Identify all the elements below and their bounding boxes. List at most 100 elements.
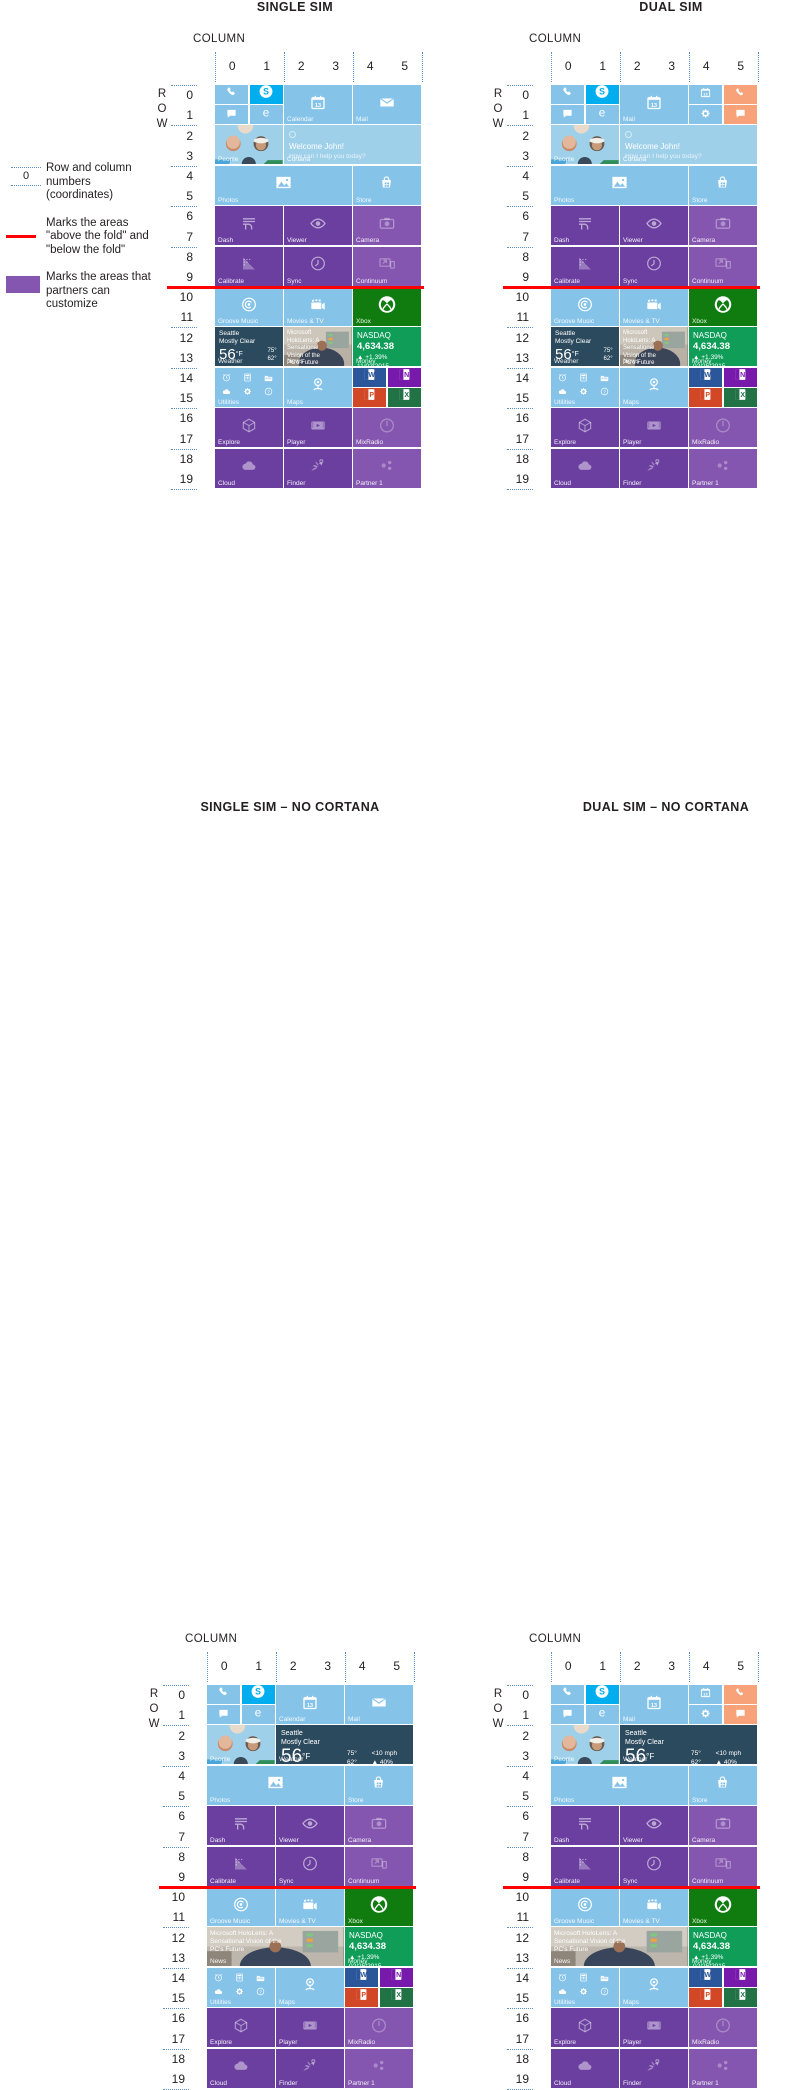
tile-cortana[interactable]: Welcome John! How can I help you today? … (620, 125, 757, 165)
tile-viewer[interactable]: Viewer (276, 1806, 344, 1846)
tile-people[interactable]: People (551, 125, 619, 165)
tile-store[interactable]: Store (689, 165, 757, 205)
tile-excel[interactable]: X (387, 388, 421, 407)
tile-excel[interactable]: X (379, 1988, 413, 2007)
tile-money[interactable]: NASDAQ 4,634.38 ▲ +1.39% 02/25/2015 Mone… (689, 1927, 757, 1967)
tile-news[interactable]: Microsoft HoloLens: A Sensational Vision… (620, 327, 688, 367)
tile-money[interactable]: NASDAQ 4,634.38 ▲ +1.39% 02/25/2015 Mone… (689, 327, 757, 367)
tile-news[interactable]: Microsoft HoloLens: A Sensational Vision… (551, 1927, 688, 1967)
tile-explore[interactable]: Explore (215, 408, 283, 448)
tile-word[interactable]: W (689, 367, 723, 387)
tile-money[interactable]: NASDAQ 4,634.38 ▲ +1.39% 02/25/2015 Mone… (345, 1927, 413, 1967)
tile-movies[interactable]: Movies & TV (276, 1887, 344, 1926)
tile-people[interactable]: People (551, 1725, 619, 1765)
tile-mixradio[interactable]: MixRadio (353, 408, 421, 448)
tile-utilities[interactable]: ? Utilities (551, 1967, 619, 2007)
tile-people[interactable]: People (215, 125, 283, 165)
tile-partner[interactable]: Partner 1 (345, 2048, 413, 2088)
tile-partner[interactable]: Partner 1 (689, 448, 757, 488)
tile-settings[interactable] (689, 1705, 723, 1724)
tile-edge[interactable]: e (249, 105, 283, 124)
tile-sync[interactable]: Sync (276, 1846, 344, 1886)
tile-xbox[interactable]: Xbox (353, 287, 421, 326)
tile-sync[interactable]: Sync (620, 1846, 688, 1886)
tile-partner[interactable]: Partner 1 (353, 448, 421, 488)
tile-mail[interactable]: Mail (345, 1685, 413, 1724)
tile-store[interactable]: Store (689, 1765, 757, 1805)
tile-phone[interactable] (215, 85, 249, 104)
tile-photos[interactable]: Photos (551, 165, 688, 205)
tile-store[interactable]: Store (353, 165, 421, 205)
tile-word[interactable]: W (353, 367, 387, 387)
tile-viewer[interactable]: Viewer (284, 206, 352, 246)
tile-sync[interactable]: Sync (284, 246, 352, 286)
tile-phone-2[interactable] (723, 1685, 757, 1704)
tile-mixradio[interactable]: MixRadio (689, 2008, 757, 2048)
tile-powerpoint[interactable]: P (689, 1988, 723, 2007)
tile-weather[interactable]: Seattle Mostly Clear 56°F 75° 62° Weather (551, 327, 619, 367)
tile-phone-2[interactable] (723, 85, 757, 104)
tile-calendar[interactable]: 13 Calendar (284, 85, 352, 124)
tile-finder[interactable]: Finder (620, 2048, 688, 2088)
tile-continuum[interactable]: Continuum (689, 246, 757, 286)
tile-weather-wide[interactable]: Seattle Mostly Clear 56°F 75° 62° <10 mph ▲… (620, 1725, 757, 1765)
tile-edge[interactable]: e (585, 1705, 619, 1724)
tile-skype[interactable]: S (585, 1685, 619, 1704)
tile-utilities[interactable]: ? Utilities (215, 367, 283, 407)
tile-mail[interactable]: Mail (353, 85, 421, 124)
tile-photos[interactable]: Photos (207, 1765, 344, 1805)
tile-camera[interactable]: Camera (689, 206, 757, 246)
tile-mixradio[interactable]: MixRadio (345, 2008, 413, 2048)
tile-explore[interactable]: Explore (551, 2008, 619, 2048)
tile-dash[interactable]: Dash (551, 1806, 619, 1846)
tile-phone[interactable] (551, 1685, 585, 1704)
tile-cloud[interactable]: Cloud (207, 2048, 275, 2088)
tile-onenote[interactable]: N (387, 367, 421, 387)
tile-phone[interactable] (551, 85, 585, 104)
tile-movies[interactable]: Movies & TV (620, 1887, 688, 1926)
tile-calendar-small[interactable]: 13 (689, 1685, 723, 1704)
tile-photos[interactable]: Photos (551, 1765, 688, 1805)
tile-utilities[interactable]: ? Utilities (551, 367, 619, 407)
tile-calendar[interactable]: 13 Mail (620, 1685, 688, 1724)
tile-camera[interactable]: Camera (689, 1806, 757, 1846)
tile-partner[interactable]: Partner 1 (689, 2048, 757, 2088)
tile-edge[interactable]: e (241, 1705, 275, 1724)
tile-news[interactable]: Microsoft HoloLens: A Sensational Vision… (207, 1927, 344, 1967)
tile-explore[interactable]: Explore (551, 408, 619, 448)
tile-utilities[interactable]: ? Utilities (207, 1967, 275, 2007)
tile-edge[interactable]: e (585, 105, 619, 124)
tile-cloud[interactable]: Cloud (215, 448, 283, 488)
tile-viewer[interactable]: Viewer (620, 1806, 688, 1846)
tile-movies[interactable]: Movies & TV (284, 287, 352, 326)
tile-continuum[interactable]: Continuum (353, 246, 421, 286)
tile-calendar[interactable]: 13 Mail (620, 85, 688, 124)
tile-skype[interactable]: S (585, 85, 619, 104)
tile-people[interactable]: People (207, 1725, 275, 1765)
tile-calendar-small[interactable]: 13 (689, 85, 723, 104)
tile-continuum[interactable]: Continuum (689, 1846, 757, 1886)
tile-dash[interactable]: Dash (215, 206, 283, 246)
tile-player[interactable]: Player (276, 2008, 344, 2048)
tile-messaging[interactable] (551, 105, 585, 124)
tile-mixradio[interactable]: MixRadio (689, 408, 757, 448)
tile-maps[interactable]: Maps (284, 367, 352, 407)
tile-camera[interactable]: Camera (353, 206, 421, 246)
tile-money[interactable]: NASDAQ 4,634.38 ▲ +1.39% 11/02/2015 Mone… (353, 327, 421, 367)
tile-onenote[interactable]: N (723, 367, 757, 387)
tile-explore[interactable]: Explore (207, 2008, 275, 2048)
tile-dash[interactable]: Dash (551, 206, 619, 246)
tile-groove[interactable]: Groove Music (215, 287, 283, 326)
tile-weather-wide[interactable]: Seattle Mostly Clear 56°F 75° 62° <10 mph ▲… (276, 1725, 413, 1765)
tile-phone[interactable] (207, 1685, 241, 1704)
tile-finder[interactable]: Finder (620, 448, 688, 488)
tile-groove[interactable]: Groove Music (551, 287, 619, 326)
tile-maps[interactable]: Maps (620, 367, 688, 407)
tile-excel[interactable]: X (723, 388, 757, 407)
tile-onenote[interactable]: N (379, 1967, 413, 1987)
tile-movies[interactable]: Movies & TV (620, 287, 688, 326)
tile-xbox[interactable]: Xbox (689, 287, 757, 326)
tile-finder[interactable]: Finder (276, 2048, 344, 2088)
tile-camera[interactable]: Camera (345, 1806, 413, 1846)
tile-powerpoint[interactable]: P (353, 388, 387, 407)
